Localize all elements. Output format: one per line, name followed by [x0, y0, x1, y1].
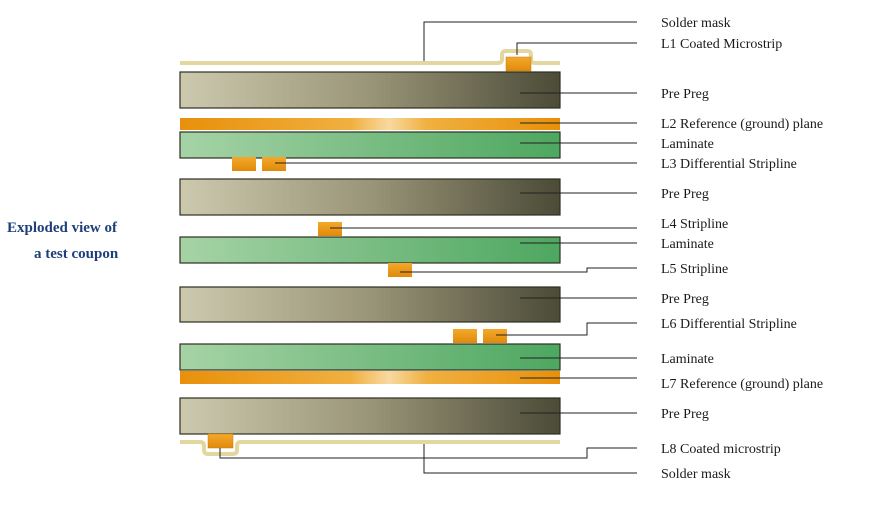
l3-diff-pad-1	[232, 157, 256, 171]
caption-line-1: Exploded view of	[7, 220, 118, 236]
solder-mask-top	[180, 49, 560, 65]
l2-ground-plane	[180, 118, 560, 130]
label-laminate-2: Laminate	[661, 237, 714, 252]
laminate-layer-2	[179, 236, 561, 264]
label-laminate-3: Laminate	[661, 352, 714, 367]
leader-solder-mask-top	[423, 21, 637, 61]
l6-diff-pad-2	[483, 329, 507, 343]
label-prepreg-3: Pre Preg	[661, 292, 709, 307]
label-l5-stripline: L5 Stripline	[661, 262, 728, 277]
label-l3-differential-stripline: L3 Differential Stripline	[661, 157, 797, 172]
solder-mask-bottom	[180, 440, 560, 456]
label-solder-mask-bottom: Solder mask	[661, 467, 731, 482]
prepreg-layer-2	[179, 178, 561, 216]
label-solder-mask-top: Solder mask	[661, 16, 731, 31]
leader-l5	[400, 267, 637, 273]
label-prepreg-1: Pre Preg	[661, 87, 709, 102]
label-l1-coated-microstrip: L1 Coated Microstrip	[661, 37, 782, 52]
l6-diff-pad-1	[453, 329, 477, 343]
laminate-layer-3	[179, 343, 561, 371]
label-laminate-1: Laminate	[661, 137, 714, 152]
label-l7-reference-plane: L7 Reference (ground) plane	[661, 377, 823, 392]
leader-l6	[496, 322, 637, 336]
label-l8-coated-microstrip: L8 Coated microstrip	[661, 442, 781, 457]
leader-solder-mask-bottom	[423, 444, 637, 474]
caption-line-2: a test coupon	[34, 246, 119, 262]
laminate-layer-1	[179, 131, 561, 159]
prepreg-layer-4	[179, 397, 561, 435]
prepreg-layer-1	[179, 71, 561, 109]
l4-stripline-pad	[318, 222, 342, 236]
leader-lines	[219, 21, 637, 474]
label-l4-stripline: L4 Stripline	[661, 217, 728, 232]
label-l2-reference-plane: L2 Reference (ground) plane	[661, 117, 823, 132]
label-prepreg-2: Pre Preg	[661, 187, 709, 202]
leader-l1	[516, 42, 637, 55]
label-l6-differential-stripline: L6 Differential Stripline	[661, 317, 797, 332]
l3-diff-pad-2	[262, 157, 286, 171]
prepreg-layer-3	[179, 286, 561, 323]
l7-ground-plane	[180, 371, 560, 384]
l1-microstrip-pad	[505, 56, 532, 72]
leader-l8	[219, 447, 637, 459]
label-prepreg-4: Pre Preg	[661, 407, 709, 422]
l5-stripline-pad	[388, 263, 412, 277]
l8-microstrip-pad	[207, 433, 234, 449]
